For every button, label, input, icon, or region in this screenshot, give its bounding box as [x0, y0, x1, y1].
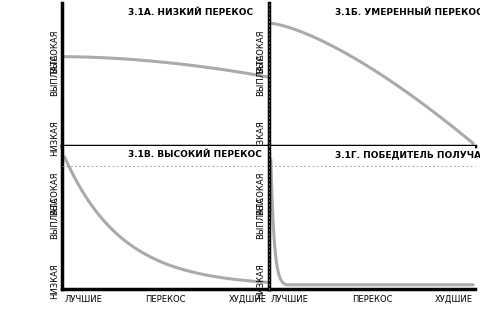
Text: ВЫПЛАТА: ВЫПЛАТА	[49, 53, 59, 96]
Text: ВЫПЛАТА: ВЫПЛАТА	[256, 53, 265, 96]
Text: ВЫПЛАТА: ВЫПЛАТА	[256, 196, 265, 239]
Text: ХУДШИЕ: ХУДШИЕ	[435, 294, 473, 303]
Text: ЛУЧШИЕ: ЛУЧШИЕ	[271, 294, 309, 303]
Text: 3.1Б. УМЕРЕННЫЙ ПЕРЕКОС: 3.1Б. УМЕРЕННЫЙ ПЕРЕКОС	[335, 8, 480, 17]
Text: ПЕРЕКОС: ПЕРЕКОС	[352, 294, 392, 303]
Text: ХУДШИЕ: ХУДШИЕ	[229, 294, 267, 303]
Text: ВЫСОКАЯ: ВЫСОКАЯ	[49, 172, 59, 215]
Text: ХУДШИЕ: ХУДШИЕ	[229, 152, 267, 161]
Text: ВЫСОКАЯ: ВЫСОКАЯ	[256, 172, 265, 215]
Text: ВЫСОКАЯ: ВЫСОКАЯ	[49, 29, 59, 72]
Text: ХУДШИЕ: ХУДШИЕ	[435, 152, 473, 161]
Text: НИЗКАЯ: НИЗКАЯ	[49, 263, 59, 299]
Text: ЛУЧШИЕ: ЛУЧШИЕ	[271, 152, 309, 161]
Text: ПЕРЕКОС: ПЕРЕКОС	[145, 152, 186, 161]
Text: 3.1В. ВЫСОКИЙ ПЕРЕКОС: 3.1В. ВЫСОКИЙ ПЕРЕКОС	[129, 150, 263, 159]
Text: ПЕРЕКОС: ПЕРЕКОС	[145, 294, 186, 303]
Text: ВЫСОКАЯ: ВЫСОКАЯ	[256, 29, 265, 72]
Text: НИЗКАЯ: НИЗКАЯ	[256, 121, 265, 156]
Text: НИЗКАЯ: НИЗКАЯ	[49, 121, 59, 156]
Text: ЛУЧШИЕ: ЛУЧШИЕ	[64, 294, 102, 303]
Text: 3.1Г. ПОБЕДИТЕЛЬ ПОЛУЧАЕТ ВСЕ: 3.1Г. ПОБЕДИТЕЛЬ ПОЛУЧАЕТ ВСЕ	[335, 150, 480, 159]
Text: ПЕРЕКОС: ПЕРЕКОС	[352, 152, 392, 161]
Text: ЛУЧШИЕ: ЛУЧШИЕ	[64, 152, 102, 161]
Text: ВЫПЛАТА: ВЫПЛАТА	[49, 196, 59, 239]
Text: НИЗКАЯ: НИЗКАЯ	[256, 263, 265, 299]
Text: 3.1А. НИЗКИЙ ПЕРЕКОС: 3.1А. НИЗКИЙ ПЕРЕКОС	[129, 8, 253, 17]
